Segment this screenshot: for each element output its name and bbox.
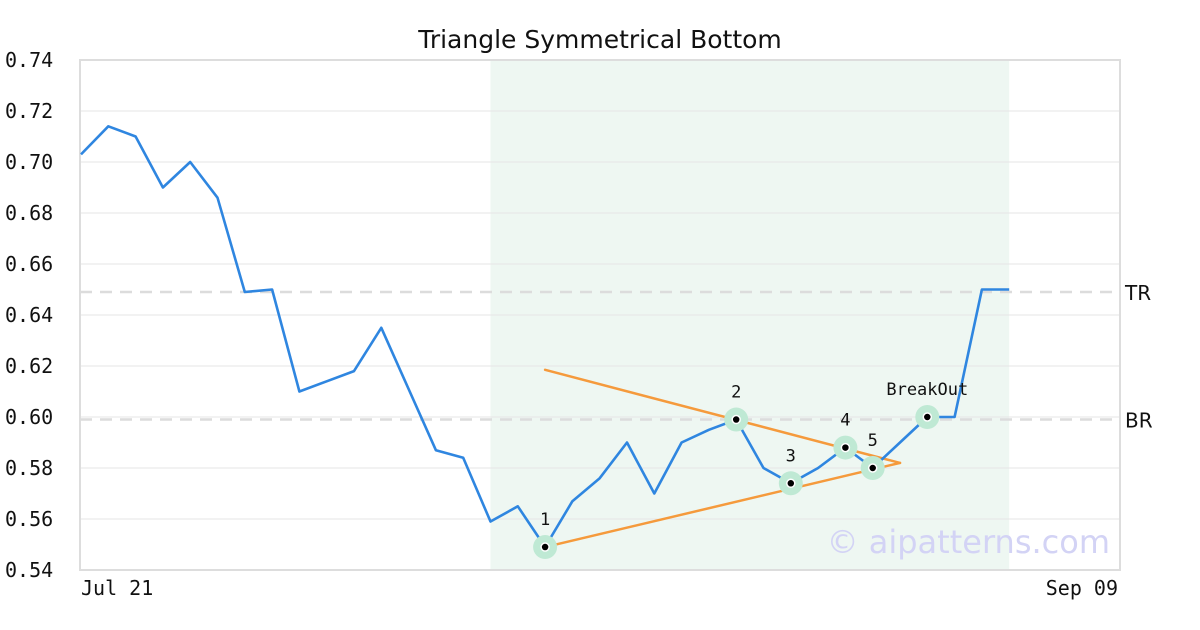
trendline — [543, 461, 902, 549]
pattern-point-marker — [540, 542, 550, 552]
pattern-point-marker — [786, 478, 796, 489]
y-tick-label: 0.66 — [5, 252, 53, 276]
y-tick-label: 0.58 — [5, 456, 53, 480]
pattern-point-label: 5 — [868, 431, 878, 451]
x-tick-start: Jul 21 — [81, 576, 153, 600]
y-tick-label: 0.72 — [5, 99, 53, 123]
pattern-point-marker — [840, 442, 851, 453]
y-tick-label: 0.74 — [5, 48, 53, 72]
x-tick-end: Sep 09 — [1046, 576, 1118, 600]
y-tick-label: 0.64 — [5, 303, 53, 327]
reference-line-label: TR — [1124, 281, 1151, 305]
reference-line-label: BR — [1125, 409, 1153, 433]
pattern-point-marker — [922, 412, 933, 422]
pattern-point-marker — [731, 414, 741, 425]
chart-title: Triangle Symmetrical Bottom — [417, 25, 782, 54]
plot-frame — [79, 59, 1121, 571]
pattern-point-marker — [867, 463, 878, 473]
y-tick-label: 0.54 — [5, 558, 53, 582]
pattern-point-label: 2 — [731, 383, 741, 403]
pattern-point-label: 4 — [840, 411, 850, 431]
pattern-point-label: 1 — [540, 510, 550, 530]
pattern-point-label: 3 — [786, 446, 796, 466]
watermark: © aipatterns.com — [827, 523, 1110, 561]
y-tick-label: 0.60 — [5, 405, 53, 429]
y-tick-label: 0.62 — [5, 354, 53, 378]
y-tick-label: 0.56 — [5, 507, 53, 531]
pattern-point-label: BreakOut — [886, 380, 968, 400]
y-tick-label: 0.68 — [5, 201, 53, 225]
y-tick-label: 0.70 — [5, 150, 53, 174]
